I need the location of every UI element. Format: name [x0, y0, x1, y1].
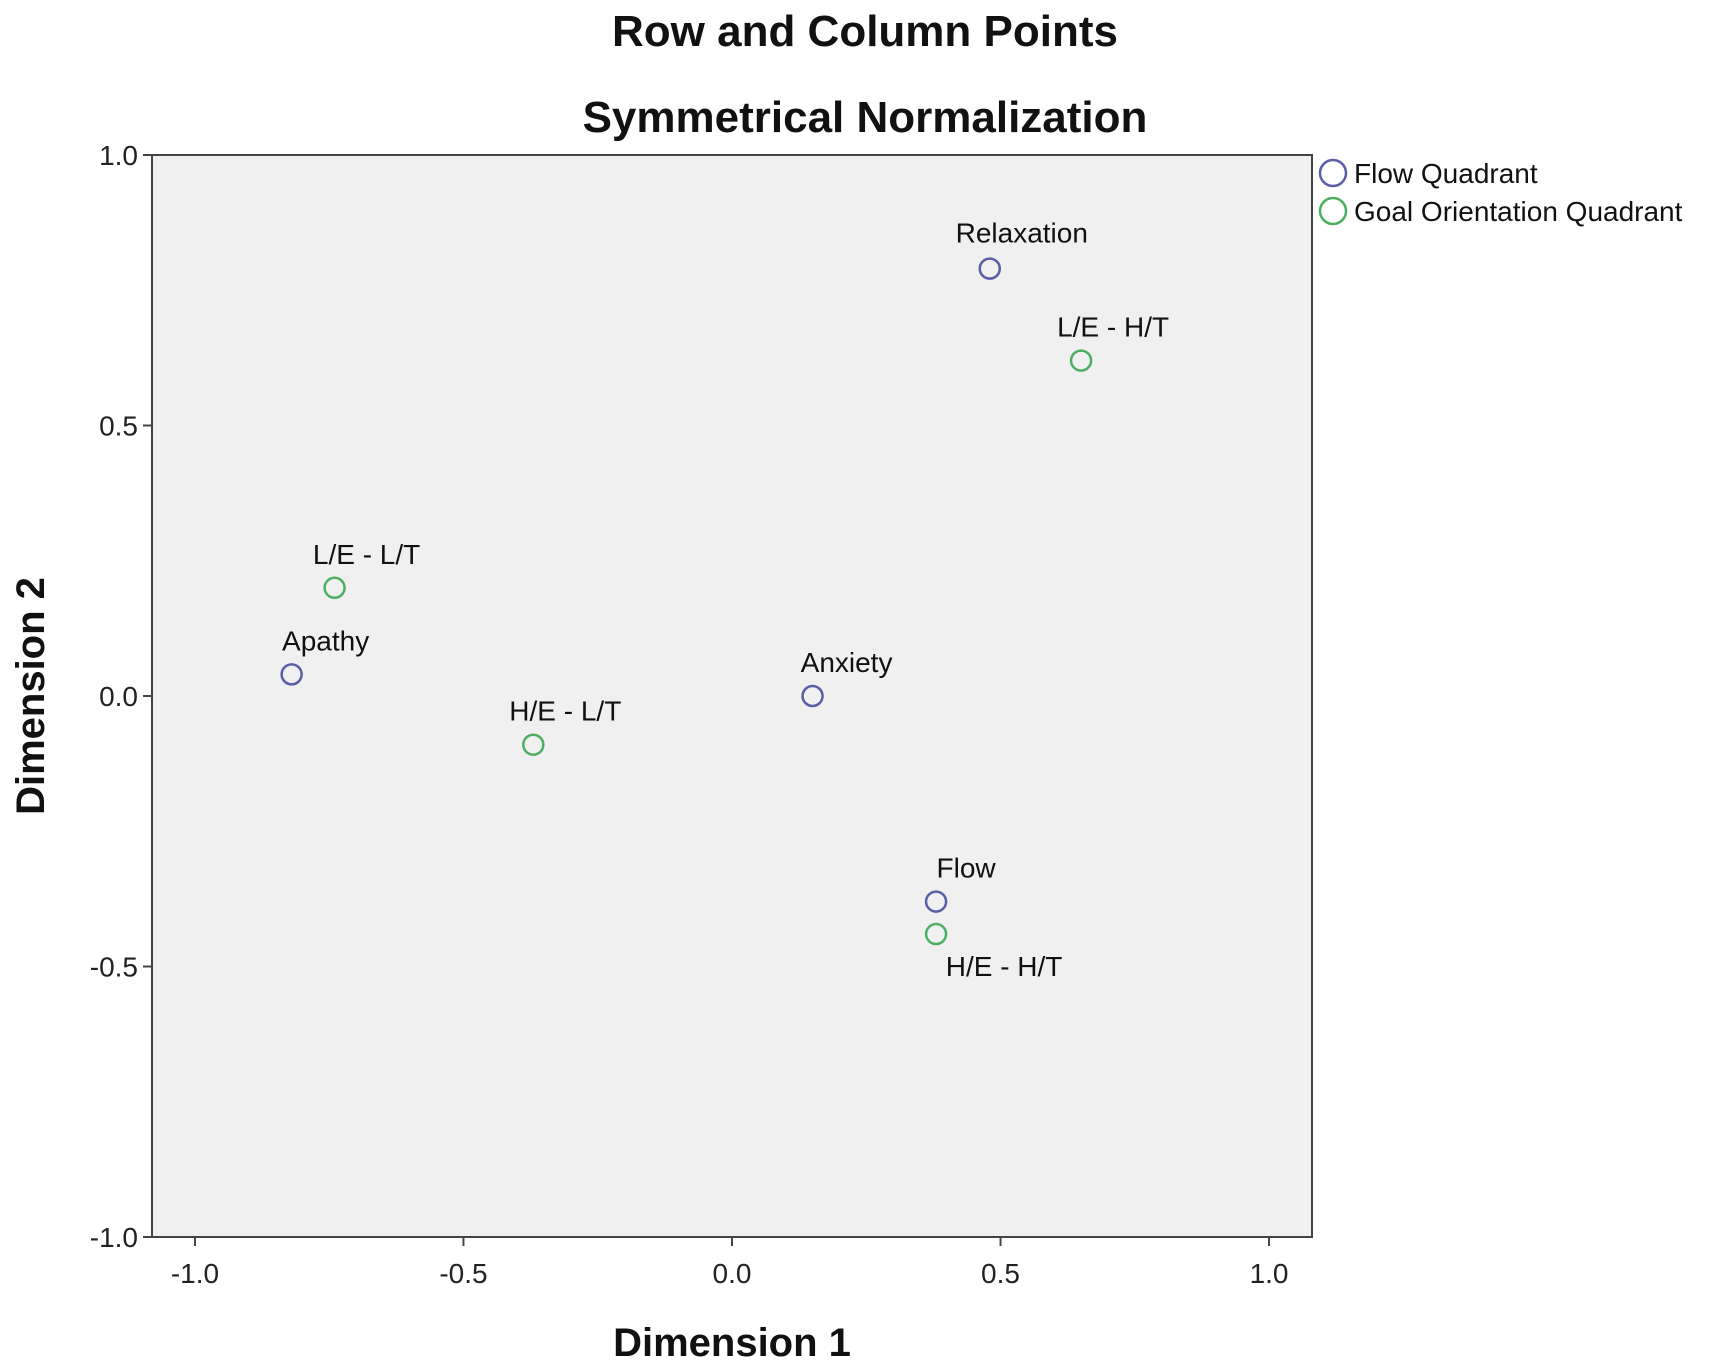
y-axis-title: Dimension 2	[9, 577, 53, 815]
legend-label: Goal Orientation Quadrant	[1354, 196, 1683, 227]
plot-area	[151, 154, 1313, 1238]
legend-marker	[1318, 158, 1348, 188]
point-label: Apathy	[282, 625, 369, 656]
point-marker	[801, 684, 824, 708]
point-label: Anxiety	[801, 647, 893, 678]
y-tick-label: 0.0	[99, 681, 138, 712]
point-label: Relaxation	[956, 218, 1088, 249]
point-marker	[280, 663, 303, 686]
legend: Flow Quadrant Goal Orientation Quadrant	[1318, 158, 1683, 227]
point-label: H/E - L/T	[509, 696, 621, 727]
point-marker	[978, 257, 1002, 280]
x-tick-label: 1.0	[1250, 1258, 1289, 1289]
legend-label: Flow Quadrant	[1354, 158, 1538, 189]
x-tick-label: -0.5	[439, 1258, 487, 1289]
y-tick-label: 1.0	[99, 140, 138, 171]
x-axis-title: Dimension 1	[613, 1321, 851, 1365]
point-marker	[924, 890, 948, 913]
y-tick-label: -0.5	[90, 952, 138, 983]
point-label: L/E - L/T	[313, 539, 420, 570]
axis-ticks: -1.0 -0.5 0.0 0.5 1.0 1.0 0.5 0.0 -0.5 -1.0	[90, 140, 1289, 1289]
point-marker	[924, 922, 948, 946]
chart-title: Row and Column Points	[612, 7, 1118, 56]
point-label: L/E - H/T	[1057, 312, 1169, 343]
x-tick-label: 0.5	[981, 1258, 1020, 1289]
x-tick-label: 0.0	[713, 1258, 752, 1289]
chart-subtitle: Symmetrical Normalization	[583, 93, 1148, 142]
y-tick-label: 0.5	[99, 411, 138, 442]
data-points: Relaxation Apathy Anxiety Flow L/E - H/T L/E …	[280, 218, 1169, 982]
legend-marker	[1318, 196, 1348, 226]
x-tick-label: -1.0	[171, 1258, 219, 1289]
y-tick-label: -1.0	[90, 1222, 138, 1253]
point-marker	[522, 733, 545, 756]
point-marker	[323, 576, 346, 600]
point-marker	[1069, 349, 1093, 372]
point-label: H/E - H/T	[946, 951, 1063, 982]
point-label: Flow	[937, 853, 997, 884]
